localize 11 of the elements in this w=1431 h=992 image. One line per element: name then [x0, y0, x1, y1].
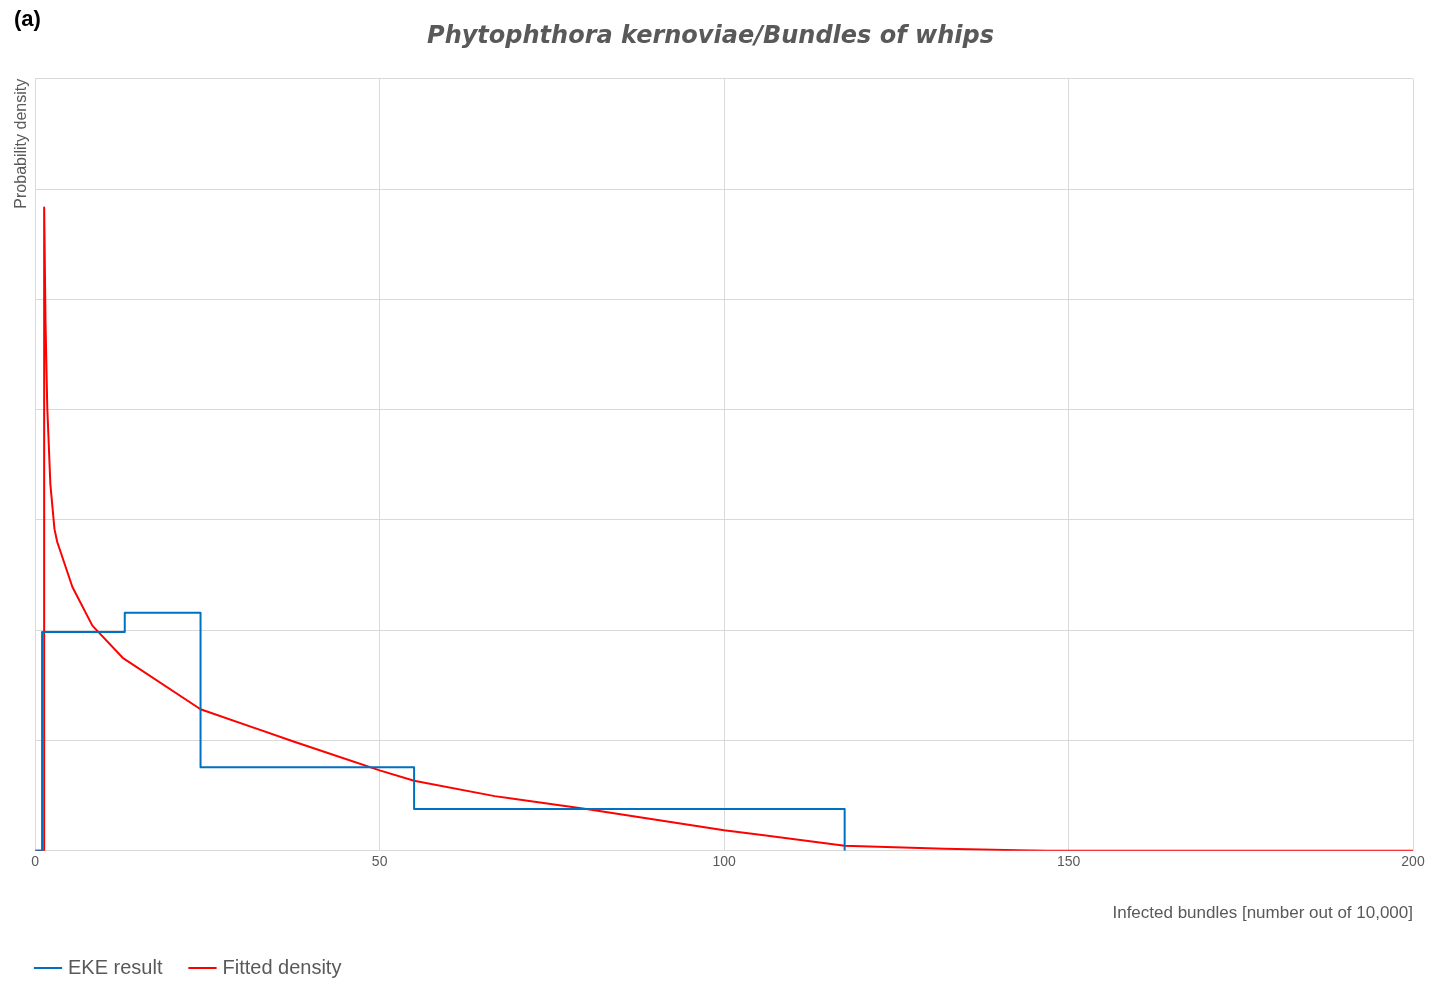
x-tick-label: 200 — [1401, 853, 1425, 870]
x-tick-label: 50 — [371, 853, 388, 870]
chart-title: Phytophthora kernoviae/Bundles of whips — [427, 20, 994, 49]
legend-label: EKE result — [68, 955, 163, 978]
x-tick-label: 0 — [31, 853, 40, 870]
x-tick-label: 100 — [712, 853, 736, 870]
text: (a) — [14, 6, 41, 32]
legend-label: Fitted density — [222, 955, 342, 978]
x-tick-label: 150 — [1056, 853, 1081, 870]
x-axis-title: Infected bundles [number out of 10,000] — [1112, 903, 1413, 923]
y-axis-title: Probability density — [12, 78, 30, 209]
